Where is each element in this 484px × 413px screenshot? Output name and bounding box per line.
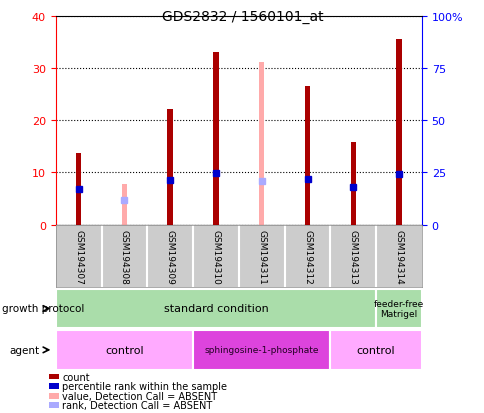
Text: feeder-free
Matrigel: feeder-free Matrigel [373, 299, 424, 318]
Bar [193, 330, 330, 370]
Text: control: control [105, 345, 143, 355]
Text: growth protocol: growth protocol [2, 304, 85, 314]
Bar [56, 289, 376, 328]
Bar [121, 185, 127, 225]
Text: count: count [62, 372, 90, 382]
Text: GDS2832 / 1560101_at: GDS2832 / 1560101_at [161, 10, 323, 24]
Text: GSM194313: GSM194313 [348, 229, 357, 284]
Bar [48, 393, 59, 399]
Text: value, Detection Call = ABSENT: value, Detection Call = ABSENT [62, 391, 217, 401]
Text: GSM194310: GSM194310 [211, 229, 220, 284]
Bar [350, 143, 355, 225]
Text: percentile rank within the sample: percentile rank within the sample [62, 381, 227, 391]
Bar [395, 40, 401, 225]
Text: agent: agent [10, 345, 40, 355]
Bar [56, 330, 193, 370]
Bar [330, 330, 421, 370]
Bar [304, 87, 310, 225]
Text: GSM194307: GSM194307 [74, 229, 83, 284]
Bar [48, 383, 59, 389]
Bar [76, 153, 81, 225]
Text: control: control [356, 345, 394, 355]
Text: standard condition: standard condition [163, 304, 268, 314]
Text: GSM194314: GSM194314 [394, 229, 403, 284]
Bar [48, 374, 59, 380]
Bar [258, 62, 264, 225]
Text: sphingosine-1-phosphate: sphingosine-1-phosphate [204, 346, 318, 354]
Bar [48, 402, 59, 408]
Bar [167, 109, 173, 225]
Bar [213, 53, 218, 225]
Text: GSM194309: GSM194309 [166, 229, 174, 284]
Bar [376, 289, 421, 328]
Text: GSM194311: GSM194311 [257, 229, 266, 284]
Text: GSM194308: GSM194308 [120, 229, 129, 284]
Text: rank, Detection Call = ABSENT: rank, Detection Call = ABSENT [62, 400, 212, 410]
Text: GSM194312: GSM194312 [302, 229, 311, 284]
